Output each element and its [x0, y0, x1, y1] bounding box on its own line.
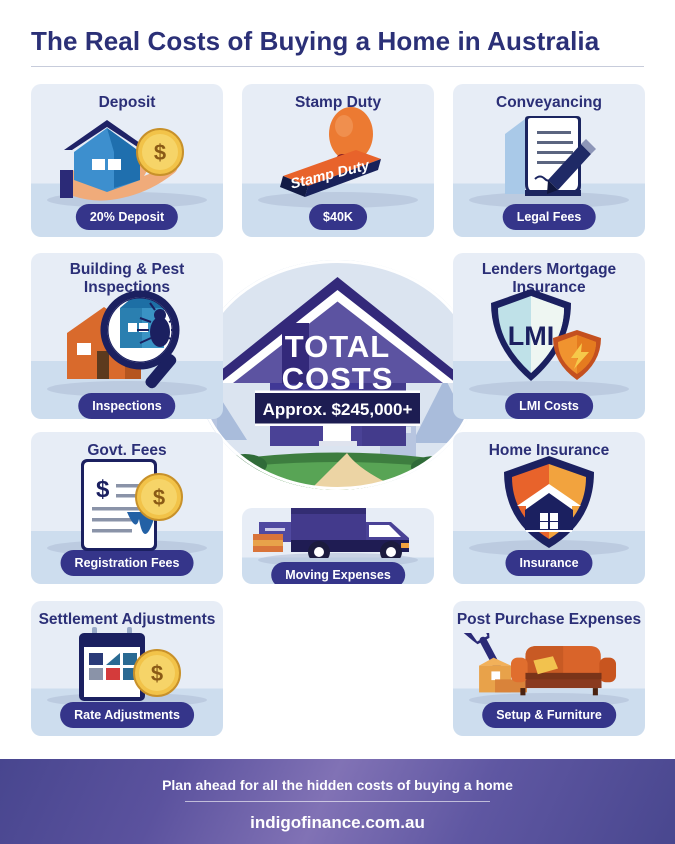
svg-text:$: $: [151, 661, 163, 686]
svg-text:$: $: [96, 476, 110, 503]
svg-text:Approx. $245,000+: Approx. $245,000+: [263, 400, 413, 419]
svg-text:LMI: LMI: [508, 321, 555, 351]
svg-text:$: $: [153, 485, 165, 510]
svg-text:$: $: [154, 140, 166, 165]
svg-text:TOTAL: TOTAL: [285, 329, 390, 364]
